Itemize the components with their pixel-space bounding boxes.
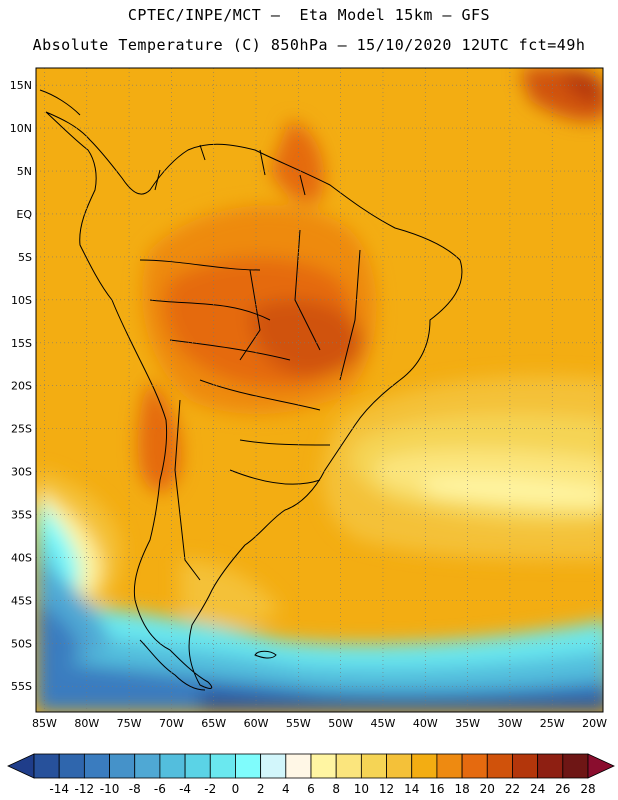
colorbar-low-arrow — [7, 753, 35, 779]
colorbar-label: 12 — [379, 782, 394, 796]
colorbar-label: 8 — [332, 782, 340, 796]
temperature-field — [36, 68, 603, 712]
lat-label: 5N — [17, 165, 32, 178]
lon-label: 40W — [413, 717, 438, 730]
lon-label: 65W — [201, 717, 226, 730]
lat-label: 15N — [10, 79, 32, 92]
lon-label: 25W — [540, 717, 565, 730]
colorbar-label: 26 — [555, 782, 570, 796]
colorbar-cell — [310, 753, 337, 779]
lat-label: 30S — [11, 466, 32, 479]
colorbar-cell — [411, 753, 438, 779]
lat-label: 50S — [11, 637, 32, 650]
lon-label: 55W — [286, 717, 311, 730]
colorbar-cell — [512, 753, 539, 779]
colorbar-high-arrow — [587, 753, 615, 779]
colorbar-label: -10 — [100, 782, 120, 796]
lon-label: 50W — [328, 717, 353, 730]
lat-label: 25S — [11, 423, 32, 436]
colorbar-label: -6 — [154, 782, 166, 796]
colorbar-label: 24 — [530, 782, 545, 796]
colorbar-cell — [562, 753, 589, 779]
lon-label: 80W — [74, 717, 99, 730]
colorbar-cell — [109, 753, 136, 779]
colorbar-label: 4 — [282, 782, 290, 796]
colorbar-label: 18 — [454, 782, 469, 796]
lon-label: 75W — [117, 717, 142, 730]
colorbar-label: -2 — [204, 782, 216, 796]
colorbar-cell — [159, 753, 186, 779]
lon-label: 20W — [582, 717, 607, 730]
lat-label: EQ — [16, 208, 32, 221]
colorbar-cell — [33, 753, 60, 779]
lon-label: 35W — [455, 717, 480, 730]
colorbar-cell — [360, 753, 387, 779]
lon-label: 70W — [159, 717, 184, 730]
colorbar-label: 2 — [257, 782, 265, 796]
colorbar-cell — [386, 753, 413, 779]
map-frame — [35, 67, 604, 713]
colorbar-cell — [209, 753, 236, 779]
colorbar-label: -14 — [49, 782, 69, 796]
colorbar-label: 20 — [480, 782, 495, 796]
colorbar-label: 0 — [232, 782, 240, 796]
colorbar-label: -12 — [75, 782, 95, 796]
colorbar-cell — [58, 753, 85, 779]
colorbar-cell — [461, 753, 488, 779]
lat-label: 35S — [11, 509, 32, 522]
lat-label: 40S — [11, 551, 32, 564]
colorbar-label: 6 — [307, 782, 315, 796]
colorbar-cell — [285, 753, 312, 779]
colorbar-cell — [260, 753, 287, 779]
lat-label: 55S — [11, 680, 32, 693]
colorbar-label: -8 — [129, 782, 141, 796]
colorbar-label: 16 — [429, 782, 444, 796]
lon-label: 85W — [32, 717, 57, 730]
colorbar-label: 10 — [354, 782, 369, 796]
colorbar-cell — [83, 753, 110, 779]
colorbar-cell — [134, 753, 161, 779]
lon-label: 60W — [244, 717, 269, 730]
colorbar-labels: -14 -12 -10 -8 -6 -4 -2 0 2 4 6 8 10 12 14 16 18 20 22 24 26… — [49, 782, 595, 796]
colorbar-cell — [235, 753, 262, 779]
colorbar-cell — [436, 753, 463, 779]
lon-label: 45W — [371, 717, 396, 730]
colorbar-cell — [486, 753, 513, 779]
colorbar-label: 28 — [580, 782, 595, 796]
title-line-1: CPTEC/INPE/MCT – Eta Model 15km – GFS — [127, 6, 491, 24]
lat-label: 10S — [11, 294, 32, 307]
lat-label: 10N — [10, 122, 32, 135]
colorbar-cell — [184, 753, 211, 779]
lat-lon-grid — [36, 68, 603, 712]
colorbar-label: 14 — [404, 782, 419, 796]
colorbar — [7, 753, 615, 779]
latitude-labels: 15N 10N 5N EQ 5S 10S 15S 20S 25S 30S 35S 40S 45S 50S 5… — [10, 79, 33, 693]
lat-label: 20S — [11, 380, 32, 393]
coastlines — [39, 89, 463, 691]
lat-label: 15S — [11, 337, 32, 350]
lat-label: 45S — [11, 594, 32, 607]
colorbar-cell — [537, 753, 564, 779]
colorbar-label: -4 — [179, 782, 191, 796]
colorbar-cell — [335, 753, 362, 779]
colorbar-label: 22 — [505, 782, 520, 796]
lon-label: 30W — [497, 717, 522, 730]
title-line-2: Absolute Temperature (C) 850hPa – 15/10/… — [32, 36, 586, 54]
longitude-labels: 85W 80W 75W 70W 65W 60W 55W 50W 45W 40W 35W 30W 25W 2… — [32, 717, 607, 730]
lat-label: 5S — [18, 251, 32, 264]
